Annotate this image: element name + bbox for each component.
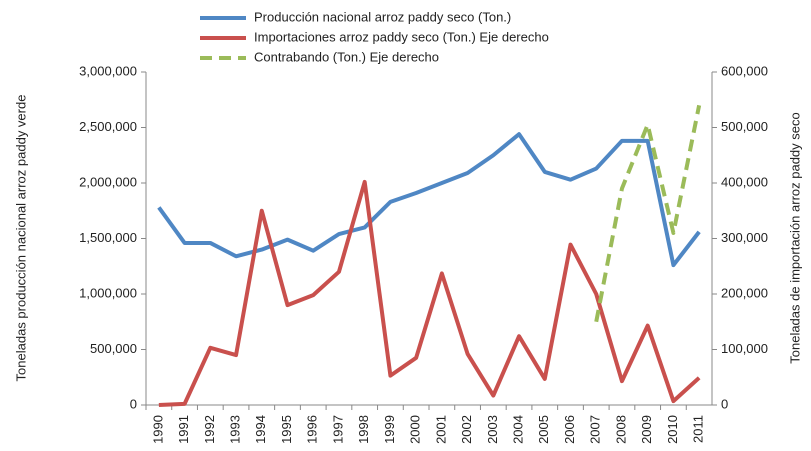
x-tick-label: 2000 — [408, 415, 423, 444]
x-tick-label: 2008 — [613, 415, 628, 444]
y-tick-label: 3,000,000 — [79, 63, 137, 78]
x-tick-label: 1992 — [202, 415, 217, 444]
x-tick-label: 2010 — [665, 415, 680, 444]
legend-label: Producción nacional arroz paddy seco (To… — [254, 9, 511, 24]
x-tick-label: 2007 — [588, 415, 603, 444]
y-tick-label: 2,000,000 — [79, 174, 137, 189]
x-tick-label: 1991 — [176, 415, 191, 444]
x-tick-label: 2004 — [510, 415, 525, 444]
x-tick-label: 2001 — [433, 415, 448, 444]
x-tick-label: 1994 — [253, 415, 268, 444]
x-tick-label: 2002 — [459, 415, 474, 444]
y2-tick-label: 200,000 — [721, 285, 768, 300]
y2-tick-label: 400,000 — [721, 174, 768, 189]
y2-tick-label: 600,000 — [721, 63, 768, 78]
x-tick-label: 1998 — [356, 415, 371, 444]
x-tick-label: 2003 — [485, 415, 500, 444]
x-tick-label: 1996 — [305, 415, 320, 444]
x-tick-label: 2005 — [536, 415, 551, 444]
y2-axis-title: Toneladas de importación arroz paddy sec… — [787, 112, 802, 363]
x-tick-label: 1995 — [279, 415, 294, 444]
x-tick-label: 1990 — [150, 415, 165, 444]
x-tick-label: 2011 — [691, 415, 706, 443]
y-tick-label: 1,500,000 — [79, 230, 137, 245]
y-tick-label: 0 — [130, 396, 137, 411]
y-tick-label: 500,000 — [90, 341, 137, 356]
y-tick-label: 2,500,000 — [79, 119, 137, 134]
x-tick-label: 1993 — [227, 415, 242, 444]
series-line — [158, 179, 701, 407]
x-tick-label: 2006 — [562, 415, 577, 444]
y2-tick-label: 500,000 — [721, 119, 768, 134]
y-tick-label: 1,000,000 — [79, 285, 137, 300]
y2-tick-label: 300,000 — [721, 230, 768, 245]
series-line — [594, 104, 702, 323]
y2-tick-label: 100,000 — [721, 341, 768, 356]
x-tick-label: 1999 — [382, 415, 397, 444]
y-axis-title: Toneladas producción nacional arroz padd… — [13, 95, 28, 382]
y2-tick-label: 0 — [721, 396, 728, 411]
legend-label: Importaciones arroz paddy seco (Ton.) Ej… — [254, 29, 549, 44]
x-tick-label: 1997 — [330, 415, 345, 444]
x-tick-label: 2009 — [639, 415, 654, 444]
legend-label: Contrabando (Ton.) Eje derecho — [254, 49, 439, 64]
series-line — [157, 132, 701, 268]
